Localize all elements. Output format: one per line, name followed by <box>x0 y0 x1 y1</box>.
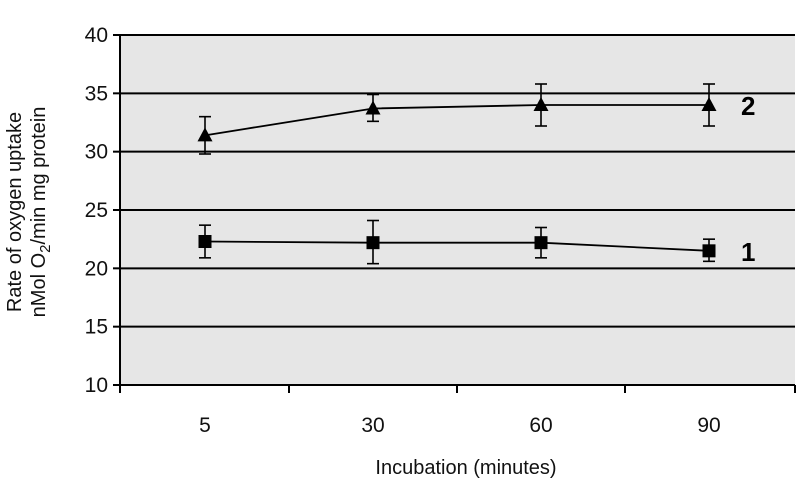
series-2-line <box>204 104 709 137</box>
y-axis-title-unit-pre: nMol O <box>28 253 50 317</box>
x-tick-label-30: 30 <box>361 414 384 437</box>
series-2-point-2 <box>533 97 549 111</box>
series-1-point-1 <box>366 236 380 250</box>
y-tick-label-15: 15 <box>85 316 108 339</box>
y-tick-label-25: 25 <box>85 199 108 222</box>
series-2-point-1 <box>365 100 381 115</box>
x-tick-label-60: 60 <box>529 414 552 437</box>
y-axis-title-unit-sub: 2 <box>37 245 54 253</box>
gridlines <box>120 34 795 328</box>
series-1: 1 <box>198 219 755 267</box>
x-tick-label-90: 90 <box>697 414 720 437</box>
series-1-line <box>204 240 710 252</box>
y-axis-title-line2: nMol O2/min mg protein <box>28 107 54 318</box>
axes <box>113 34 796 393</box>
y-axis-title: Rate of oxygen uptake nMol O2/min mg pro… <box>4 107 54 318</box>
x-tick-labels: 5 30 60 90 <box>199 414 721 437</box>
series-2: 2 <box>197 83 755 155</box>
series-1-point-2 <box>534 236 548 250</box>
series: 12 <box>197 83 755 267</box>
y-tick-label-20: 20 <box>85 257 108 280</box>
y-axis-title-line1: Rate of oxygen uptake <box>4 112 26 312</box>
y-tick-label-35: 35 <box>85 82 108 105</box>
y-tick-label-30: 30 <box>85 141 108 164</box>
x-tick-label-5: 5 <box>199 414 211 437</box>
y-tick-labels: 10 15 20 25 30 35 40 <box>85 24 108 397</box>
x-axis-title: Incubation (minutes) <box>375 457 556 479</box>
series-1-point-3 <box>702 244 716 258</box>
series-label-2: 2 <box>741 91 755 121</box>
series-2-point-0 <box>197 127 213 142</box>
series-1-point-0 <box>198 235 212 248</box>
y-tick-label-10: 10 <box>85 374 108 397</box>
y-tick-label-40: 40 <box>85 24 108 47</box>
series-2-point-3 <box>701 97 717 111</box>
y-axis-title-unit-post: /min mg protein <box>28 107 50 245</box>
series-label-1: 1 <box>741 237 755 267</box>
